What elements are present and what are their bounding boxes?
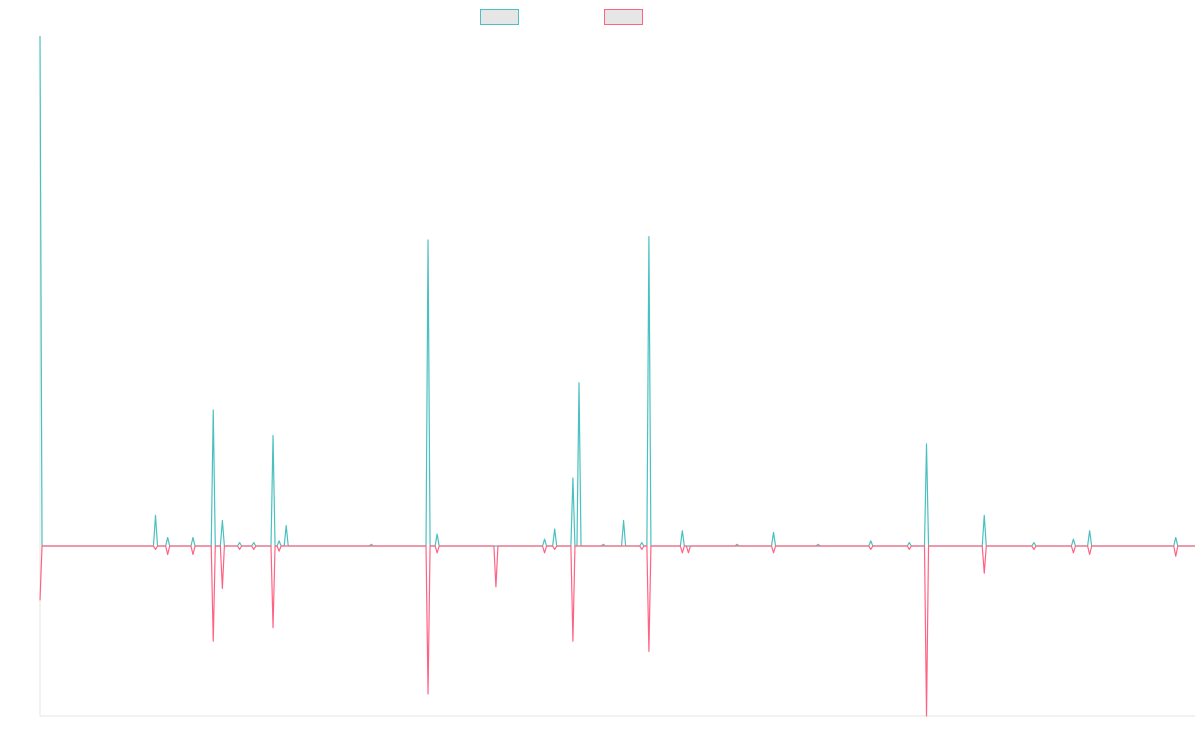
series-layer xyxy=(39,35,1195,717)
series-line-2 xyxy=(39,545,1195,717)
legend-swatch-series-1[interactable] xyxy=(480,9,519,25)
legend-swatch-series-2[interactable] xyxy=(604,9,643,25)
series-line-1 xyxy=(39,35,1195,547)
